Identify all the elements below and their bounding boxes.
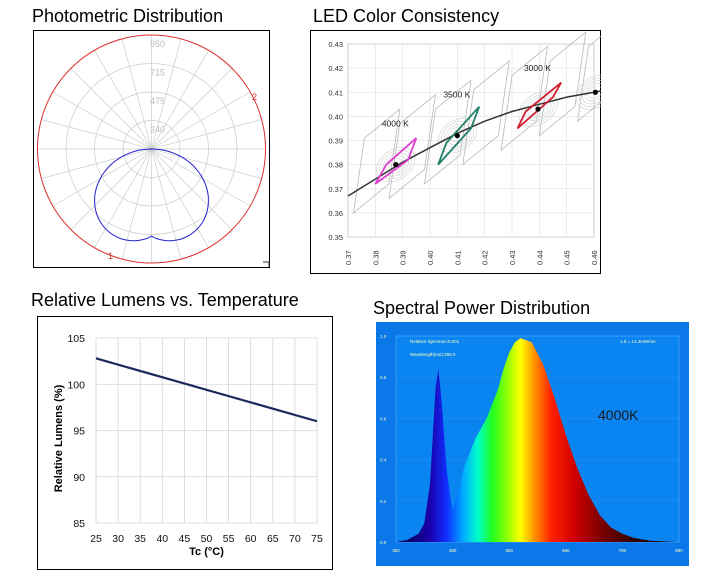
y-tick-label: 0.39: [328, 137, 343, 146]
isotherm-box: [500, 45, 549, 152]
x-tick-label: 0.41: [453, 250, 462, 265]
x-tick-label: 680: [562, 548, 570, 553]
y-tick-label: 100: [67, 379, 85, 391]
spectrum-area: [396, 338, 679, 542]
cct-label: 3500 K: [443, 90, 470, 100]
y-tick-label: 0.37: [328, 185, 343, 194]
ring-label: 475: [150, 96, 165, 106]
cct-label: 3000 K: [524, 63, 551, 73]
x-tick-label: 0.39: [399, 250, 408, 265]
x-tick-label: 0.44: [535, 250, 544, 265]
macadam-ellipse: [578, 77, 601, 107]
x-tick-label: 25: [90, 533, 102, 545]
cct-annotation: 4000K: [598, 407, 639, 423]
x-tick-label: 60: [245, 533, 257, 545]
macadam-ellipse: [585, 83, 601, 102]
y-tick-label: 0.38: [328, 161, 343, 170]
y-tick-label: 85: [73, 518, 85, 530]
y-tick-label: 0.42: [328, 64, 343, 73]
x-tick-label: 40: [156, 533, 168, 545]
spectrum-info-1: Relative Spectrum:0.001: [410, 339, 460, 344]
y-tick-label: 0.6: [380, 416, 387, 421]
cct-point: [393, 162, 399, 168]
x-tick-label: 70: [289, 533, 301, 545]
lumens-series-line: [95, 357, 318, 423]
cct-point: [535, 106, 541, 112]
ring-label: 715: [150, 68, 165, 78]
bin-quadrangle: [437, 106, 481, 166]
y-tick-label: 90: [73, 472, 85, 484]
isotherm-box: [423, 79, 472, 185]
x-tick-label: 580: [505, 548, 513, 553]
x-tick-label: 35: [134, 533, 146, 545]
photometric-title: Photometric Distribution: [32, 6, 224, 26]
x-tick-label: 75: [311, 533, 323, 545]
spectrum-scale: 1.0 = 14.4mW/nm: [620, 339, 656, 344]
y-tick-label: 0.0: [380, 540, 387, 545]
y-tick-label: 0.35: [328, 233, 343, 242]
y-tick-label: 1.0: [380, 334, 387, 339]
planckian-locus: [347, 90, 601, 197]
y-tick-label: 0.36: [328, 209, 343, 218]
x-tick-label: 0.43: [508, 250, 517, 265]
led-title: LED Color Consistency: [313, 6, 500, 26]
macadam-ellipse: [521, 94, 555, 124]
macadam-ellipse: [388, 158, 403, 172]
x-tick-label: 380: [392, 548, 400, 553]
y-tick-label: 0.2: [380, 499, 387, 504]
series-2-curve: [37, 34, 266, 264]
x-tick-label: 0.45: [563, 250, 572, 265]
lumens-title: Relative Lumens vs. Temperature: [31, 290, 299, 310]
macadam-ellipse: [582, 80, 601, 105]
cct-point: [454, 133, 460, 139]
y-tick-label: 0.4: [380, 458, 387, 463]
isotherm-box: [462, 59, 510, 166]
y-tick-label: 0.40: [328, 112, 343, 121]
x-tick-label: 880: [675, 548, 683, 553]
y-tick-label: 105: [67, 333, 85, 345]
ring-label: 240: [150, 125, 165, 135]
isotherm-box: [388, 93, 437, 200]
red-curve-label: 2: [252, 92, 257, 102]
x-tick-label: 65: [267, 533, 279, 545]
x-tick-label: 45: [179, 533, 191, 545]
x-tick-label: 0.37: [344, 250, 353, 265]
x-tick-label: 55: [223, 533, 235, 545]
y-axis-label: Relative Lumens (%): [53, 384, 65, 492]
isotherm-box: [538, 30, 587, 137]
macadam-ellipse: [588, 85, 601, 99]
y-tick-label: 0.41: [328, 88, 343, 97]
photometric-chart: 240 475 715 950 2 1: [33, 30, 270, 268]
spectral-title: Spectral Power Distribution: [373, 298, 591, 318]
isotherm-box: [577, 35, 601, 123]
isotherm-box: [352, 108, 401, 214]
bin-quadrangle: [374, 137, 418, 185]
ring-label: 950: [150, 39, 165, 49]
x-tick-label: 0.40: [426, 250, 435, 265]
x-tick-label: 50: [201, 533, 213, 545]
macadam-ellipse: [437, 118, 477, 154]
x-axis-label: Tc (°C): [189, 546, 224, 558]
macadam-ellipse: [575, 74, 601, 110]
macadam-ellipse: [385, 155, 407, 174]
y-tick-label: 95: [73, 426, 85, 438]
x-tick-label: 0.46: [590, 250, 599, 265]
x-tick-label: 30: [112, 533, 124, 545]
y-tick-label: 0.8: [380, 375, 387, 380]
spectrum-info-2: Wavelength(nm):396.0: [410, 352, 456, 357]
x-tick-label: 0.38: [371, 250, 380, 265]
series-1-curve: [94, 148, 209, 242]
cct-label: 4000 K: [382, 119, 409, 129]
cct-point: [592, 89, 598, 95]
led-chart: 4000 K 3500 K 3000 K 0.35 0.36 0.37 0.38 0.39 0…: [310, 30, 601, 274]
x-tick-label: 0.42: [481, 250, 490, 265]
lumens-chart: 85 90 95 100 105 25 30 35 40 45 50 55 60 65 70 75 Tc (°…: [37, 316, 333, 570]
corner-mark: [263, 261, 270, 267]
blue-curve-label: 1: [108, 251, 113, 261]
spectral-chart: 1.0 0.8 0.6 0.4 0.2 0.0 380 480 580 680 780 880 Re…: [376, 322, 689, 566]
x-tick-label: 780: [619, 548, 627, 553]
bin-quadrangle: [516, 81, 562, 130]
y-tick-label: 0.43: [328, 40, 343, 49]
x-tick-label: 480: [449, 548, 457, 553]
